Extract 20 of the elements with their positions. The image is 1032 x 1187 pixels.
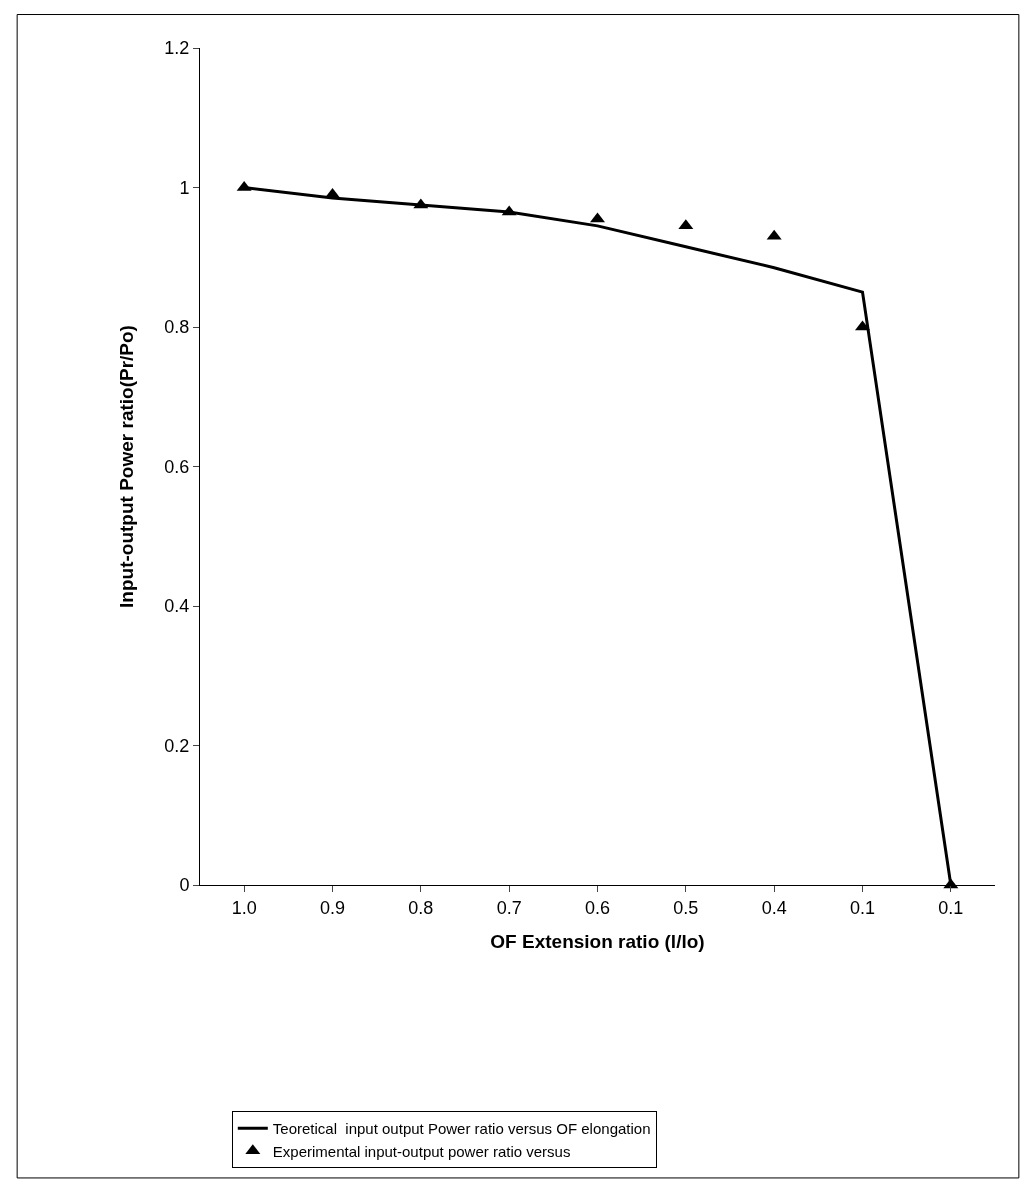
x-tick-label: 0.4 (761, 897, 787, 918)
y-tick-label: 0.2 (164, 735, 190, 756)
y-axis-title: Input-output Power ratio(Pr/Po) (116, 325, 138, 608)
x-tick-label: 1.0 (231, 897, 257, 918)
legend-label: Teoretical input output Power ratio versus OF elongation (272, 1120, 651, 1138)
x-tick-label: 0.1 (938, 897, 964, 918)
x-tick-label: 0.9 (319, 897, 346, 918)
y-tick-label: 0 (179, 875, 190, 896)
legend-label: Experimental input-output power ratio versus (272, 1142, 571, 1160)
x-axis-title: OF Extension ratio (l/lo) (490, 931, 705, 953)
y-tick-label: 1 (179, 177, 190, 198)
y-tick-label: 1.2 (164, 38, 190, 59)
y-tick-label: 0.6 (164, 456, 190, 477)
x-tick-label: 0.1 (849, 897, 876, 918)
x-tick-label: 0.5 (673, 897, 699, 918)
x-tick-label: 0.7 (496, 897, 522, 918)
y-tick-label: 0.4 (164, 596, 190, 617)
x-tick-label: 0.6 (584, 897, 611, 918)
y-tick-label: 0.8 (164, 317, 190, 338)
x-tick-label: 0.8 (408, 897, 434, 918)
